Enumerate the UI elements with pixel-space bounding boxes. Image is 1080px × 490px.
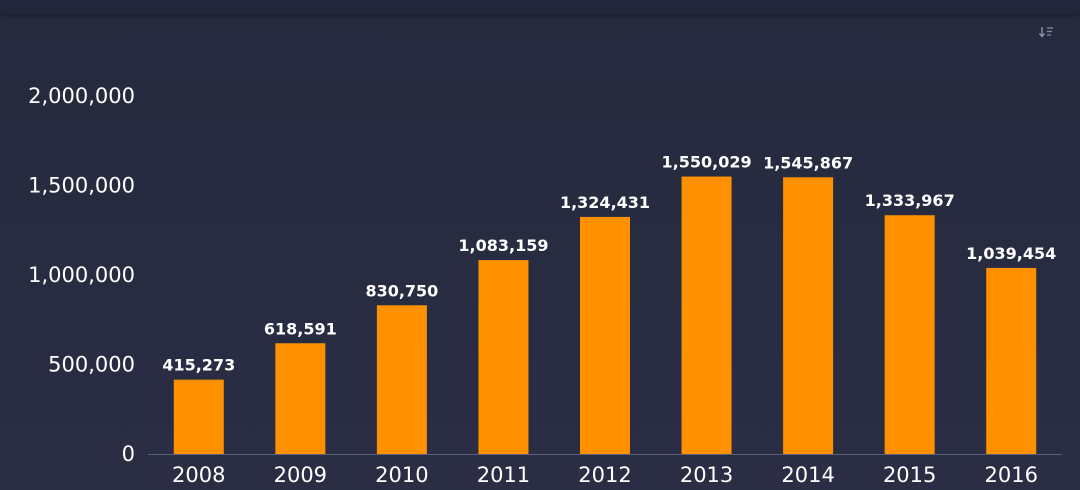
y-tick-label: 0 [122, 442, 135, 466]
bar-2009[interactable] [275, 343, 326, 454]
header-strip [0, 0, 1080, 14]
y-tick-label: 1,500,000 [28, 174, 135, 198]
x-tick-label-2008: 2008 [172, 463, 225, 487]
x-tick-label-2014: 2014 [781, 463, 834, 487]
y-axis-ticks: 0 500,000 1,000,000 1,500,000 2,000,000 [28, 84, 135, 466]
bar-2016[interactable] [986, 267, 1037, 454]
y-tick-label: 2,000,000 [28, 84, 135, 108]
x-tick-label-2010: 2010 [375, 463, 428, 487]
data-label-2008: 415,273 [162, 356, 235, 375]
data-label-2016: 1,039,454 [966, 244, 1056, 263]
data-label-2009: 618,591 [264, 319, 337, 338]
sort-download-icon-graphic [1038, 27, 1053, 38]
bar-2011[interactable] [478, 260, 529, 454]
x-tick-label-2012: 2012 [578, 463, 631, 487]
x-tick-label-2015: 2015 [883, 463, 936, 487]
data-label-2011: 1,083,159 [458, 236, 548, 255]
bar-2008[interactable] [173, 379, 224, 454]
y-tick-label: 500,000 [48, 353, 135, 377]
data-label-2010: 830,750 [365, 281, 438, 300]
data-labels: 415,273 618,591 830,750 1,083,159 1,324,431 1… [162, 153, 1056, 375]
bar-2012[interactable] [580, 216, 630, 454]
x-tick-label-2009: 2009 [274, 463, 327, 487]
data-label-2015: 1,333,967 [865, 191, 955, 210]
data-label-2012: 1,324,431 [560, 193, 650, 212]
x-tick-label-2013: 2013 [680, 463, 733, 487]
data-label-2013: 1,550,029 [662, 153, 752, 172]
bar-2014[interactable] [783, 177, 834, 455]
bar-2010[interactable] [376, 305, 427, 454]
bars [173, 176, 1037, 455]
data-label-2014: 1,545,867 [763, 153, 853, 172]
x-axis-ticks: 2008 2009 2010 2011 2012 2013 2014 2015 2016 [172, 463, 1038, 487]
sort-download-icon[interactable] [1038, 24, 1056, 40]
bar-2013[interactable] [681, 176, 732, 455]
x-tick-label-2016: 2016 [984, 463, 1037, 487]
y-tick-label: 1,000,000 [28, 263, 135, 287]
x-tick-label-2011: 2011 [477, 463, 530, 487]
bar-2015[interactable] [884, 215, 935, 454]
